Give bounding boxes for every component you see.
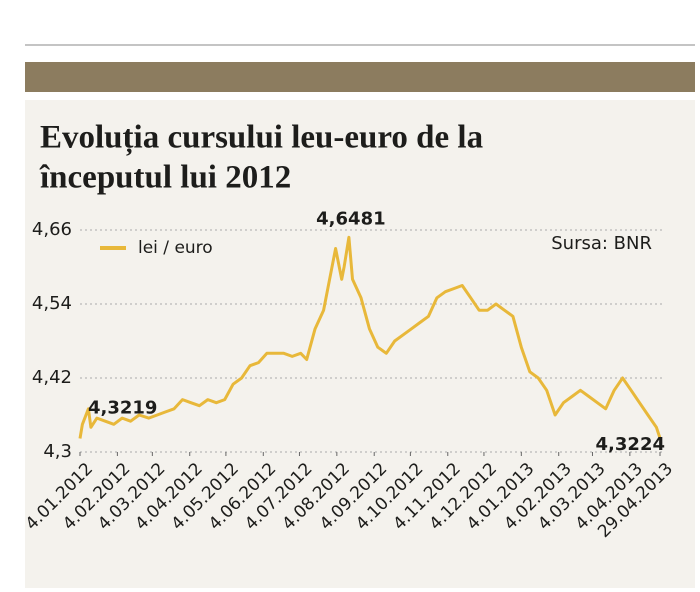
y-tick-label: 4,54 <box>32 293 72 314</box>
panel <box>25 100 695 588</box>
data-label: 4,6481 <box>316 208 385 229</box>
data-label: 4,3219 <box>88 397 157 418</box>
legend-label: lei / euro <box>138 238 213 258</box>
y-tick-label: 4,66 <box>32 219 72 240</box>
header-band <box>25 62 695 92</box>
chart-title: Evoluția cursului leu-euro de la <box>40 120 483 157</box>
y-tick-label: 4,3 <box>43 441 72 462</box>
chart-title: începutul lui 2012 <box>39 160 291 196</box>
data-label: 4,3224 <box>596 434 665 455</box>
line <box>78 235 662 439</box>
y-tick-label: 4,42 <box>32 367 72 388</box>
source: Sursa: BNR <box>551 233 652 254</box>
